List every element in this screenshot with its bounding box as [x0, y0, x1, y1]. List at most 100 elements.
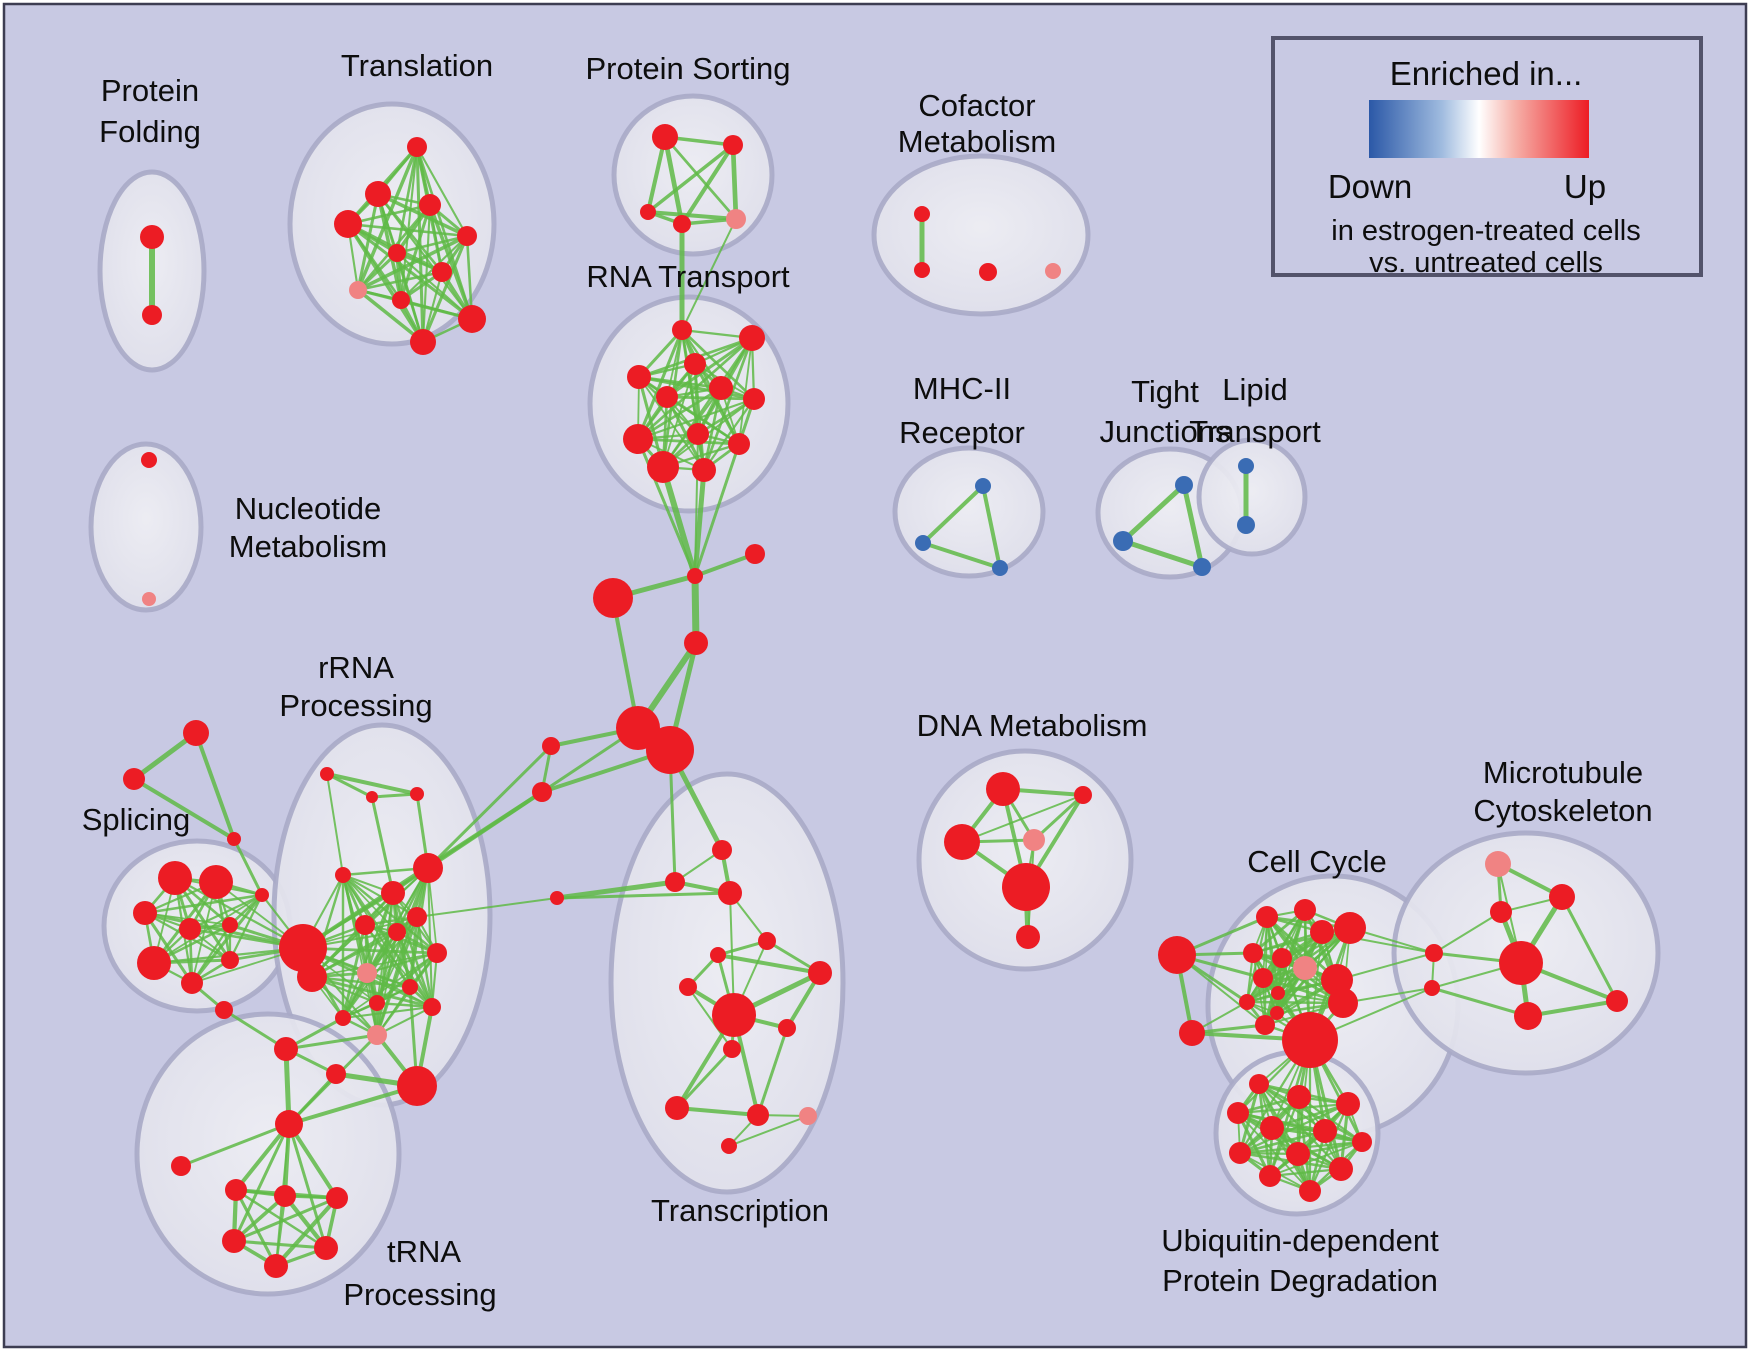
network-node-t3	[419, 194, 441, 216]
network-edge	[1560, 895, 1619, 1003]
legend: Enriched in... Down Up in estrogen-treat…	[1271, 36, 1703, 279]
network-edge	[143, 911, 305, 950]
network-node-r3	[684, 353, 706, 375]
cluster-ellipse-cofactor-metabolism	[871, 153, 1091, 317]
network-edge	[421, 203, 432, 344]
legend-subtitle-line1: in estrogen-treated cells	[1331, 215, 1641, 247]
network-node-tn2	[274, 1185, 296, 1207]
network-edge	[346, 222, 474, 321]
network-node-sp5	[137, 946, 171, 980]
network-node-rrTop2	[366, 791, 378, 803]
network-edge	[346, 203, 432, 226]
network-edge	[1336, 952, 1435, 981]
legend-gradient-bar	[1369, 100, 1589, 158]
network-node-u3	[1336, 1092, 1360, 1116]
network-edge	[1236, 1102, 1350, 1115]
network-edge	[680, 328, 756, 401]
network-node-r10	[728, 433, 750, 455]
network-edge	[679, 142, 736, 227]
network-edge	[232, 1239, 328, 1250]
network-node-tx6	[808, 961, 832, 985]
network-edge	[232, 837, 264, 897]
legend-subtitle-line2: vs. untreated cells	[1369, 247, 1603, 279]
network-node-t4	[334, 210, 362, 238]
network-edge	[153, 894, 263, 964]
network-node-ccL	[1158, 936, 1196, 974]
network-node-u4	[1227, 1102, 1249, 1124]
network-edge	[665, 336, 754, 399]
network-edge	[325, 772, 419, 796]
network-edge	[346, 222, 469, 238]
network-node-mt1	[1485, 851, 1511, 877]
network-edge	[961, 794, 1084, 843]
network-edge	[228, 893, 264, 962]
network-node-rcC	[413, 853, 443, 883]
network-node-r1	[672, 320, 692, 340]
network-node-r2	[739, 325, 765, 351]
network-edge	[416, 897, 558, 918]
network-edge	[1261, 926, 1352, 980]
network-edge	[325, 772, 374, 799]
cluster-ellipse-lipid-transport	[1196, 437, 1308, 557]
network-edge	[234, 1122, 291, 1192]
cluster-label: Lipid	[1222, 372, 1288, 407]
network-edge	[693, 442, 741, 578]
network-node-cc11	[1271, 986, 1285, 1000]
network-node-rlA	[274, 1037, 298, 1061]
network-edge	[287, 1084, 419, 1126]
network-node-rcI	[402, 979, 418, 995]
network-node-tn6	[264, 1254, 288, 1278]
network-node-u1	[1249, 1074, 1269, 1094]
network-node-u9	[1286, 1142, 1310, 1166]
network-node-cc1	[1256, 906, 1278, 928]
network-node-cc6	[1272, 948, 1292, 968]
network-node-cL2	[532, 782, 552, 802]
network-node-u2	[1287, 1085, 1311, 1109]
network-node-d5	[1002, 863, 1050, 911]
network-node-cL1	[542, 737, 560, 755]
cluster-label: DNA Metabolism	[917, 708, 1148, 743]
network-edge	[356, 145, 419, 292]
network-node-p2	[723, 135, 743, 155]
network-node-r11	[647, 451, 679, 483]
network-node-rcG	[427, 943, 447, 963]
network-node-rcL	[423, 998, 441, 1016]
cluster-label: Receptor	[899, 415, 1025, 450]
network-edge	[375, 1001, 434, 1009]
network-edge	[645, 209, 739, 222]
network-node-H2	[297, 962, 327, 992]
network-edge	[555, 891, 732, 900]
network-node-tx0	[550, 891, 564, 905]
network-node-sp7	[222, 917, 238, 933]
network-node-u12	[1299, 1180, 1321, 1202]
network-node-t7	[432, 262, 452, 282]
cluster-label: Protein Degradation	[1162, 1263, 1438, 1298]
network-node-r6	[709, 376, 733, 400]
cluster-label: Metabolism	[229, 529, 388, 564]
network-node-cx2	[1424, 980, 1440, 996]
network-node-tx3	[712, 840, 732, 860]
network-edge	[636, 437, 697, 578]
network-edge	[190, 893, 264, 985]
network-node-tn3	[326, 1187, 348, 1209]
network-node-tn4	[222, 1229, 246, 1253]
network-edge	[730, 142, 739, 222]
network-node-d6	[1016, 925, 1040, 949]
network-node-pf1	[140, 225, 164, 249]
cluster-labels-layer: Protein Folding Translation Protein Sorting…	[82, 48, 1653, 1312]
cluster-label: Cytoskeleton	[1473, 793, 1652, 828]
cluster-ellipse-translation	[287, 101, 497, 347]
network-node-sp3	[133, 901, 157, 925]
network-node-c1	[687, 568, 703, 584]
cluster-label: Ubiquitin-dependent	[1161, 1223, 1439, 1258]
network-node-rcA	[335, 867, 351, 883]
network-node-ccG	[1282, 1012, 1338, 1068]
network-edge	[663, 135, 738, 221]
network-node-cc13	[1255, 1015, 1275, 1035]
network-node-mt3	[1490, 901, 1512, 923]
network-node-t2	[365, 181, 391, 207]
network-edge	[638, 376, 705, 471]
network-edge	[1120, 482, 1187, 544]
network-edge	[637, 375, 756, 401]
